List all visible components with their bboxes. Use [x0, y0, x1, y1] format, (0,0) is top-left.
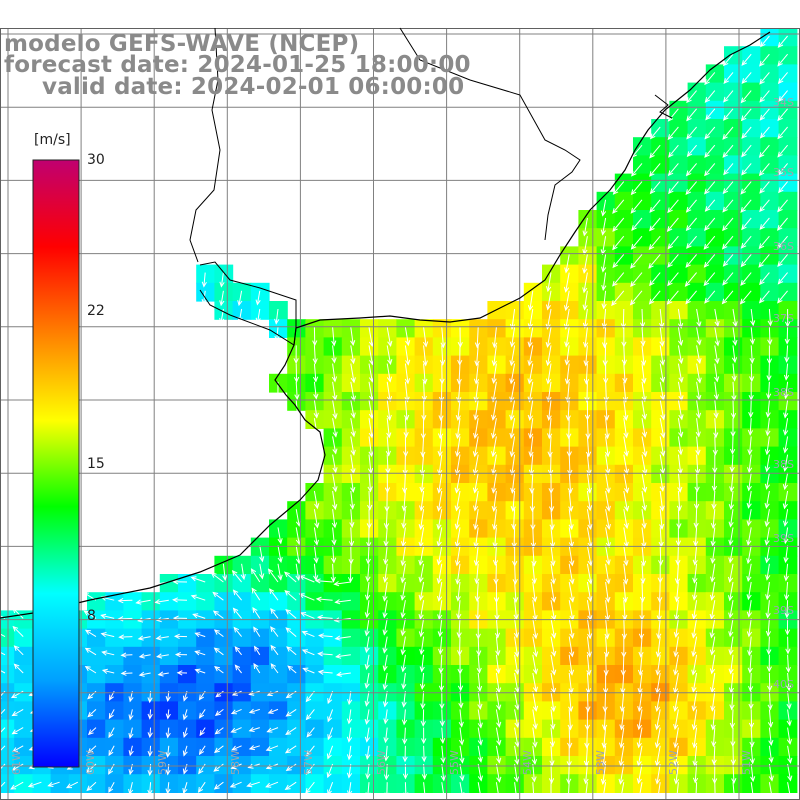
lat-label-36s: 36S — [773, 240, 794, 253]
wind-arrow-field — [0, 35, 793, 800]
lat-lon-grid — [0, 28, 800, 800]
title-model: modelo GEFS-WAVE (NCEP) — [4, 31, 360, 57]
colorbar — [32, 159, 80, 768]
lon-label-56w: 56W — [375, 750, 388, 775]
lon-label-61w: 61W — [10, 750, 23, 775]
title-valid-date: valid date: 2024-02-01 06:00:00 — [42, 74, 465, 100]
lon-label-58w: 58W — [229, 750, 242, 775]
lat-label-40s: 40S — [773, 678, 794, 691]
lat-label-34s: 34S — [773, 96, 794, 109]
colorbar-tick-15: 15 — [87, 456, 105, 472]
lon-label-57w: 57W — [302, 750, 315, 775]
colorbar-tick-8: 8 — [87, 608, 96, 624]
lat-label-38s-b: 38S — [773, 458, 794, 471]
lon-label-52w: 52W — [667, 750, 680, 775]
lat-label-37s: 37S — [773, 312, 794, 325]
colorbar-tick-30: 30 — [87, 152, 105, 168]
lon-label-59w: 59W — [156, 750, 169, 775]
colorbar-unit: [m/s] — [34, 132, 71, 148]
title-forecast-date: forecast date: 2024-01-25 18:00:00 — [4, 52, 471, 78]
colorbar-tick-22: 22 — [87, 303, 105, 319]
lat-label-39s: 39S — [773, 532, 794, 545]
lon-label-54w: 54W — [521, 750, 534, 775]
lat-label-39s-b: 39S — [773, 604, 794, 617]
lon-label-60w: 60W — [84, 750, 97, 775]
lat-label-38s: 38S — [773, 386, 794, 399]
lon-label-53w: 53W — [594, 750, 607, 775]
lat-label-35s: 35S — [773, 166, 794, 179]
lon-label-55w: 55W — [448, 750, 461, 775]
coastline — [0, 27, 771, 619]
lon-label-51w: 51W — [740, 750, 753, 775]
